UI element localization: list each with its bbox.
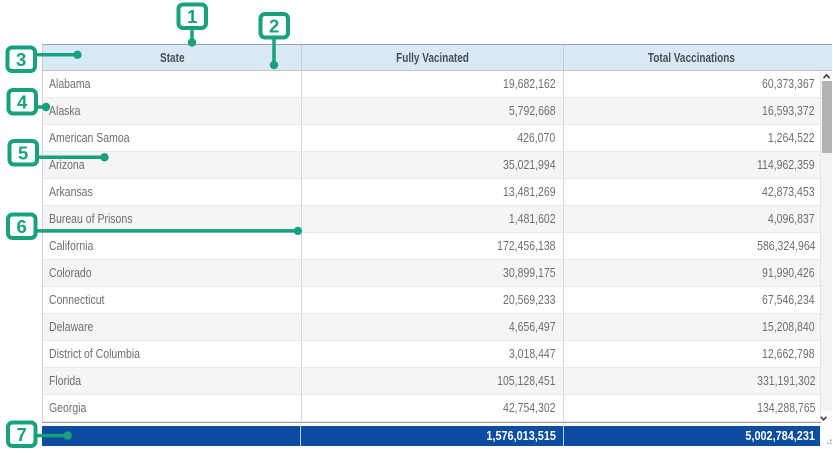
svg-text:3: 3 — [16, 49, 26, 70]
svg-text:6: 6 — [17, 216, 27, 237]
svg-text:7: 7 — [17, 424, 27, 445]
svg-text:4: 4 — [17, 91, 28, 112]
svg-text:2: 2 — [269, 15, 279, 36]
svg-text:5: 5 — [18, 142, 28, 163]
svg-text:1: 1 — [187, 6, 197, 27]
